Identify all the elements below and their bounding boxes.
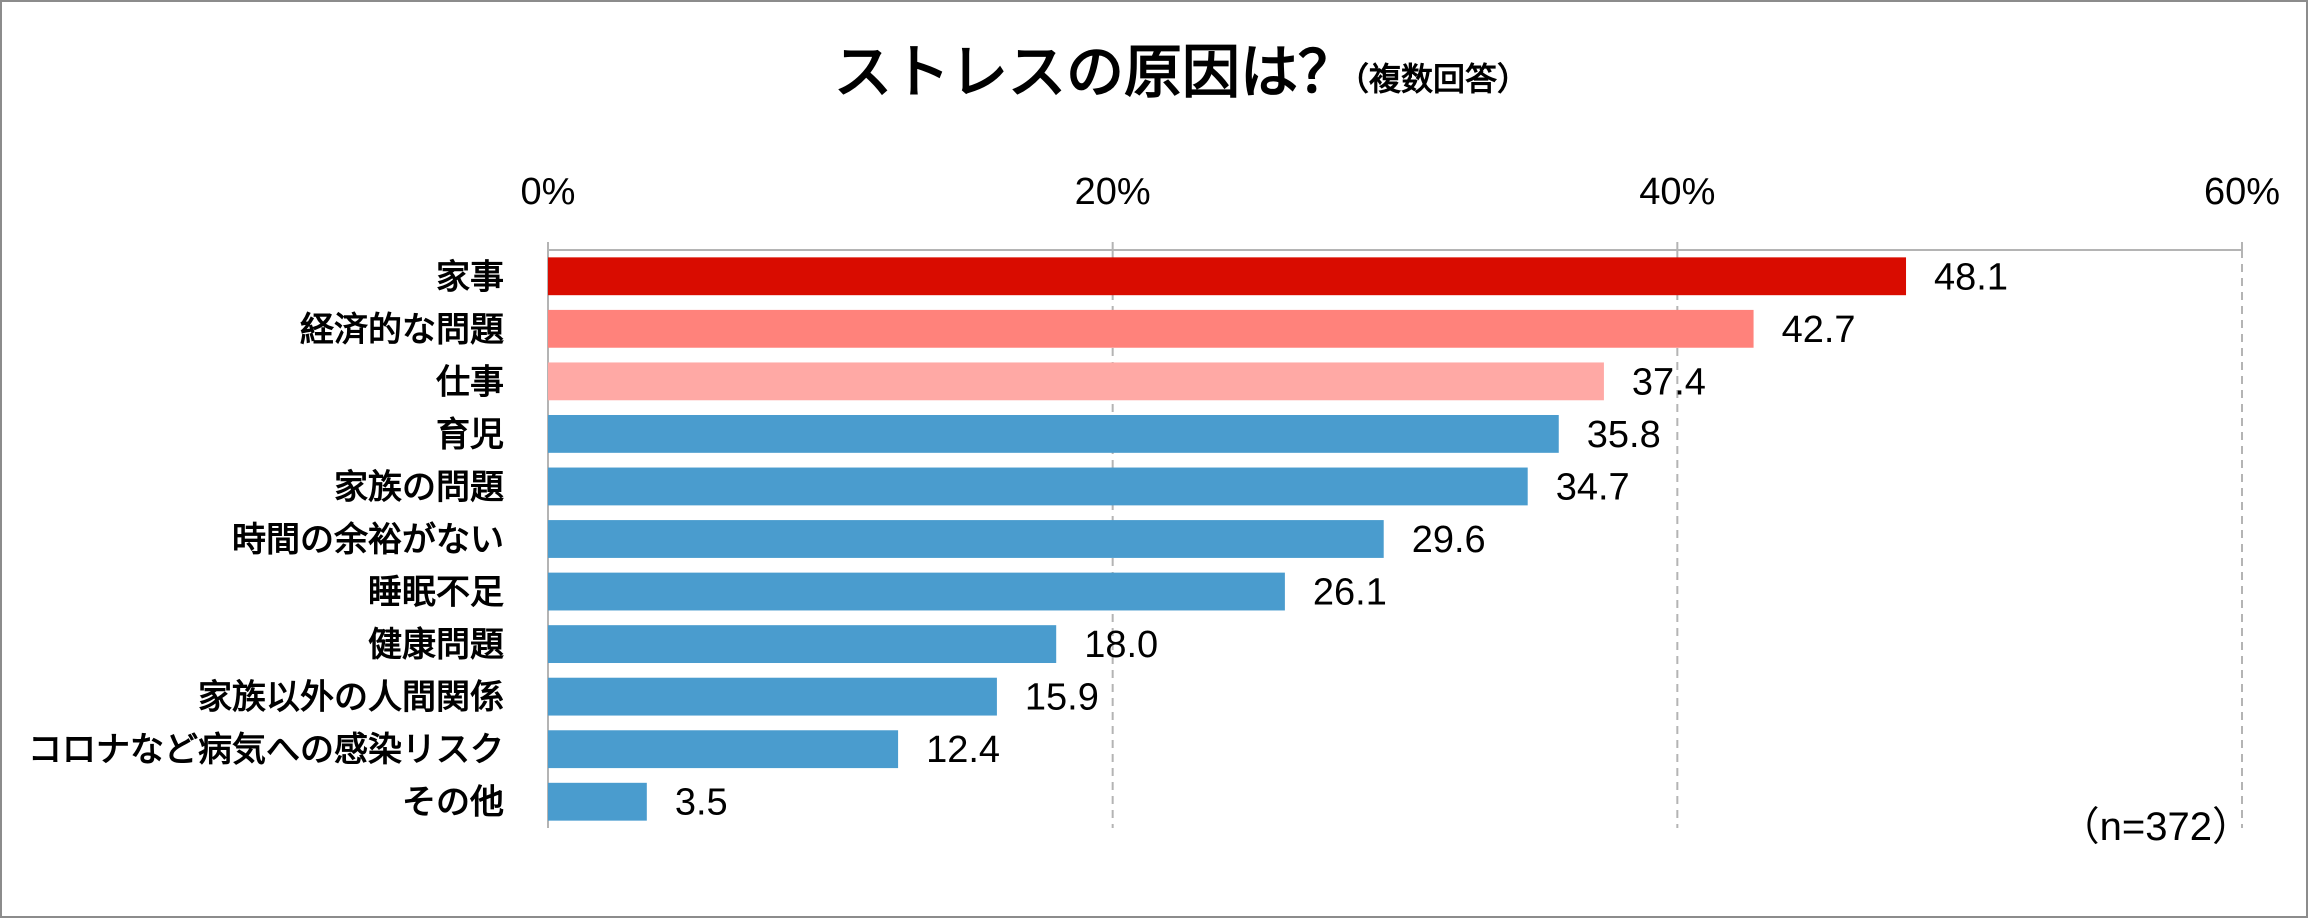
value-label: 3.5 — [675, 782, 728, 824]
bar — [548, 309, 1754, 348]
value-label: 34.7 — [1556, 466, 1630, 508]
category-label: 育児 — [436, 415, 504, 455]
x-tick-label: 60% — [2204, 171, 2280, 213]
value-label: 15.9 — [1025, 677, 1099, 719]
value-label: 42.7 — [1782, 309, 1856, 351]
category-label: 経済的な問題 — [300, 310, 504, 350]
category-label: 睡眠不足 — [368, 573, 504, 613]
category-label: 仕事 — [436, 362, 504, 402]
value-label: 18.0 — [1084, 624, 1158, 666]
value-label: 48.1 — [1934, 256, 2008, 298]
value-label: 12.4 — [926, 729, 1000, 771]
sample-size-note: （n=372） — [2060, 805, 2252, 849]
bar — [548, 625, 1057, 664]
value-label: 35.8 — [1587, 414, 1661, 456]
value-label: 37.4 — [1632, 361, 1706, 403]
category-label: 健康問題 — [368, 625, 504, 665]
category-label: コロナなど病気への感染リスク — [28, 730, 504, 770]
category-label: 家族の問題 — [334, 467, 504, 507]
value-labels: 48.1 42.7 37.4 35.8 34.7 29.6 26.1 18.0 15.9 12.4… — [675, 256, 2008, 823]
chart-subtitle: （複数回答） — [1337, 60, 1529, 98]
category-label: 家族以外の人間関係 — [198, 678, 504, 718]
bar — [548, 520, 1384, 558]
bar — [548, 414, 1559, 453]
bar — [548, 467, 1528, 506]
x-tick-label: 40% — [1639, 171, 1715, 213]
category-labels: 家事経済的な問題仕事育児家族の問題時間の余裕がない睡眠不足健康問題家族以外の人間… — [28, 257, 504, 822]
bars — [548, 257, 1907, 821]
bar — [548, 730, 899, 769]
bar — [548, 782, 647, 821]
category-label: その他 — [402, 783, 504, 823]
value-label: 26.1 — [1313, 572, 1387, 614]
value-label: 29.6 — [1412, 519, 1486, 561]
bar — [548, 257, 1907, 296]
x-tick-label: 0% — [521, 171, 576, 213]
bar — [548, 362, 1604, 401]
category-label: 時間の余裕がない — [232, 520, 504, 560]
bar — [548, 572, 1285, 611]
category-label: 家事 — [436, 257, 504, 297]
bar — [548, 677, 997, 716]
chart-title: ストレスの原因は？ — [834, 38, 1356, 106]
x-tick-label: 20% — [1075, 171, 1151, 213]
x-axis-ticks: 0% 20% 40% 60% — [521, 171, 2280, 213]
